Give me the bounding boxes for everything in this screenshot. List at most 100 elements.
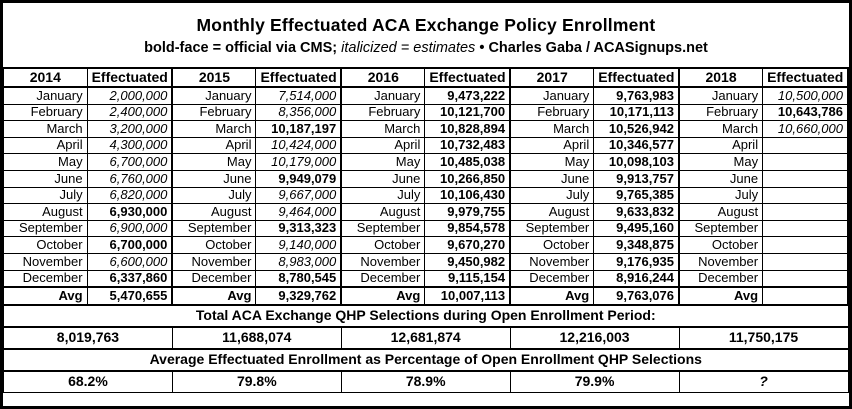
month-cell: December [678,269,764,288]
value-cell: 10,098,103 [593,153,681,171]
enrollment-table: 2014 Effectuated 2015 Effectuated 2016 Effect… [3,67,849,394]
legend-italic-note: italicized = estimates [341,39,476,56]
total-value-cell: 12,216,003 [509,326,680,350]
month-cell: August [3,203,88,221]
month-cell: July [509,186,595,205]
percentages-section-header: Average Effectuated Enrollment as Percen… [3,348,849,373]
percentage-value-cell: ? [678,370,849,394]
month-cell: November [340,252,426,271]
value-cell: 9,667,000 [255,186,343,205]
percentage-value-cell: 79.8% [171,370,342,394]
value-cell: 9,348,875 [593,236,681,254]
month-cell: August [340,203,426,221]
value-cell: 10,106,430 [424,186,512,205]
bullet-separator: • [479,39,485,56]
author-credit: Charles Gaba / ACASignups.net [488,39,708,56]
month-cell: June [3,169,88,188]
month-cell: June [678,169,764,188]
month-cell: January [340,86,426,105]
month-cell: August [171,203,257,221]
value-cell: 9,313,323 [255,219,343,238]
month-cell: December [509,269,595,288]
value-cell: 10,526,942 [593,120,681,138]
month-cell: July [678,186,764,205]
year-header: 2014 [3,67,88,88]
value-cell: 10,424,000 [255,136,343,155]
value-cell: 9,949,079 [255,169,343,188]
value-cell: 10,171,113 [593,103,681,122]
effectuated-header: Effectuated [86,67,174,88]
table-row: June 6,760,000 June 9,949,079 June 10,266,850… [3,169,849,188]
value-cell: 10,485,038 [424,153,512,171]
table-row: November 6,600,000 November 8,983,000 Novemb… [3,252,849,271]
value-cell: 10,660,000 [762,120,849,138]
month-cell: April [509,136,595,155]
value-cell: 9,670,270 [424,236,512,254]
month-cell: December [171,269,257,288]
month-cell: February [171,103,257,122]
legend-bold-note: bold-face = official via CMS; [144,39,338,56]
value-cell: 9,913,757 [593,169,681,188]
month-cell: July [3,186,88,205]
month-cell: August [509,203,595,221]
percentages-row: 68.2% 79.8% 78.9% 79.9%? [3,370,849,394]
month-cell: April [340,136,426,155]
value-cell: 9,473,222 [424,86,512,105]
value-cell: 9,979,755 [424,203,512,221]
month-cell: November [678,252,764,271]
month-cell: February [678,103,764,122]
total-value-cell: 12,681,874 [340,326,511,350]
table-row: February 2,400,000 February 8,356,000 Februa… [3,103,849,122]
table-row: April 4,300,000 April 10,424,000 April 10,732… [3,136,849,155]
month-cell: March [678,120,764,138]
table-row: October 6,700,000 October 9,140,000 October 9… [3,236,849,254]
month-cell: September [340,219,426,238]
month-cell: July [340,186,426,205]
table-row: September 6,900,000 September 9,313,323 Sept… [3,219,849,238]
month-cell: September [678,219,764,238]
percentage-value-cell: 79.9% [509,370,680,394]
value-cell: 10,500,000 [762,86,849,105]
value-cell: 9,633,832 [593,203,681,221]
avg-label: Avg [678,286,764,306]
value-cell: 2,400,000 [86,103,174,122]
avg-value-cell: 10,007,113 [424,286,512,306]
percentage-value-cell: 68.2% [3,370,173,394]
value-cell: 6,337,860 [86,269,174,288]
value-cell [762,186,849,205]
month-cell: August [678,203,764,221]
avg-value-cell: 9,763,076 [593,286,681,306]
month-cell: March [340,120,426,138]
month-cell: November [171,252,257,271]
value-cell [762,269,849,288]
month-cell: May [340,153,426,171]
value-cell [762,252,849,271]
month-cell: February [509,103,595,122]
value-cell [762,136,849,155]
month-cell: September [3,219,88,238]
month-cell: November [509,252,595,271]
page-title: Monthly Effectuated ACA Exchange Policy … [196,14,656,35]
month-cell: September [171,219,257,238]
value-cell [762,219,849,238]
value-cell: 10,187,197 [255,120,343,138]
value-cell: 8,916,244 [593,269,681,288]
month-cell: April [3,136,88,155]
value-cell: 9,115,154 [424,269,512,288]
value-cell: 9,765,385 [593,186,681,205]
month-cell: December [340,269,426,288]
value-cell [762,169,849,188]
effectuated-header: Effectuated [762,67,849,88]
totals-section-header: Total ACA Exchange QHP Selections during… [3,304,849,329]
value-cell: 10,828,894 [424,120,512,138]
total-value-cell: 11,688,074 [171,326,342,350]
month-cell: February [3,103,88,122]
month-cell: October [678,236,764,254]
value-cell: 9,450,982 [424,252,512,271]
month-cell: June [509,169,595,188]
month-cell: May [509,153,595,171]
month-cell: September [509,219,595,238]
month-cell: May [3,153,88,171]
month-cell: October [171,236,257,254]
value-cell: 9,854,578 [424,219,512,238]
